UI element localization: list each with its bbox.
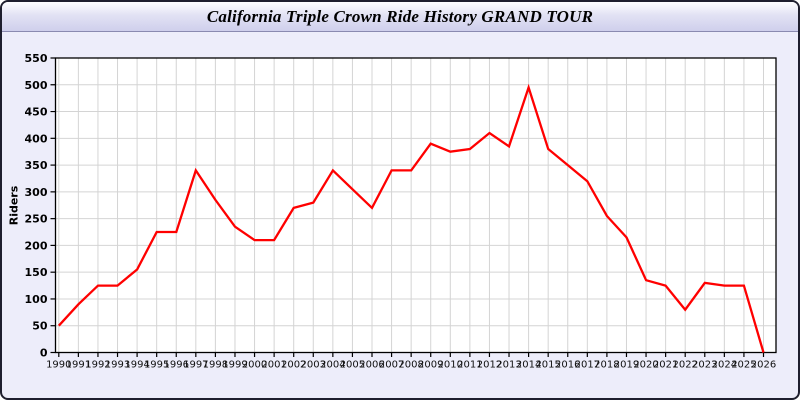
x-tick-label: 2002 (281, 360, 306, 371)
x-tick-label: 2022 (672, 360, 697, 371)
y-axis: 0 50 100 150 200 250 300 350 400 450 500 550 (25, 52, 56, 360)
x-tick-label: 2004 (320, 360, 345, 371)
x-tick-label: 2010 (438, 360, 463, 371)
y-tick-label: 350 (25, 159, 48, 172)
x-tick-label: 2014 (516, 360, 541, 371)
y-tick-label: 500 (25, 79, 48, 92)
x-tick-label: 1996 (164, 360, 189, 371)
y-tick-label: 0 (40, 347, 48, 360)
x-tick-label: 1994 (124, 360, 149, 371)
y-tick-label: 450 (25, 106, 48, 119)
y-axis-title: Riders (7, 185, 21, 226)
x-tick-label: 1998 (203, 360, 228, 371)
x-tick-label: 1991 (66, 360, 91, 371)
page-title: California Triple Crown Ride History GRA… (206, 6, 594, 26)
ride-history-line-chart: 0501001502002503003504004505005501990199… (25, 52, 777, 371)
x-tick-label: 2003 (301, 360, 326, 371)
riders-line-series (57, 83, 765, 353)
title-bar: California Triple Crown Ride History GRA… (2, 2, 798, 32)
x-tick-label: 2016 (555, 360, 580, 371)
x-tick-label: 2006 (359, 360, 384, 371)
y-tick-label: 150 (25, 266, 48, 279)
x-tick-label: 1999 (222, 360, 247, 371)
y-tick-label: 300 (25, 186, 48, 199)
y-tick-label: 50 (32, 320, 48, 333)
x-tick-label: 1993 (105, 360, 130, 371)
x-tick-label: 2020 (633, 360, 658, 371)
x-tick-label: 2000 (242, 360, 267, 371)
y-tick-label: 400 (25, 132, 48, 145)
x-tick-label: 1997 (183, 360, 208, 371)
gridlines (55, 57, 776, 353)
x-tick-label: 2007 (379, 360, 404, 371)
y-tick-label: 100 (25, 293, 48, 306)
x-tick-label: 2018 (594, 360, 619, 371)
plot-border (54, 57, 777, 354)
chart-area: 0 50 100 150 200 250 300 350 400 450 500 550 1990 199… (2, 32, 798, 397)
x-tick-label: 2019 (614, 360, 639, 371)
plot-background (55, 58, 776, 353)
x-tick-label: 2008 (398, 360, 423, 371)
x-tick-label: 2012 (477, 360, 502, 371)
x-tick-label: 2023 (692, 360, 717, 371)
x-tick-label: 2026 (751, 360, 776, 371)
x-tick-label: 1990 (46, 360, 71, 371)
x-tick-label: 2015 (535, 360, 560, 371)
x-tick-label: 1995 (144, 360, 169, 371)
x-tick-label: 2001 (261, 360, 286, 371)
x-tick-label: 2017 (575, 360, 600, 371)
y-tick-label: 200 (25, 239, 48, 252)
x-tick-label: 1992 (85, 360, 110, 371)
x-tick-label: 2013 (496, 360, 521, 371)
x-axis: 1990199119921993199419951996199719981999… (46, 352, 776, 371)
x-tick-label: 2025 (731, 360, 756, 371)
y-tick-label: 550 (25, 52, 48, 65)
x-tick-label: 2024 (712, 360, 737, 371)
x-tick-label: 2009 (418, 360, 443, 371)
x-tick-label: 2021 (653, 360, 678, 371)
x-tick-label: 2011 (457, 360, 482, 371)
y-tick-label: 250 (25, 213, 48, 226)
x-tick-label: 2005 (340, 360, 365, 371)
